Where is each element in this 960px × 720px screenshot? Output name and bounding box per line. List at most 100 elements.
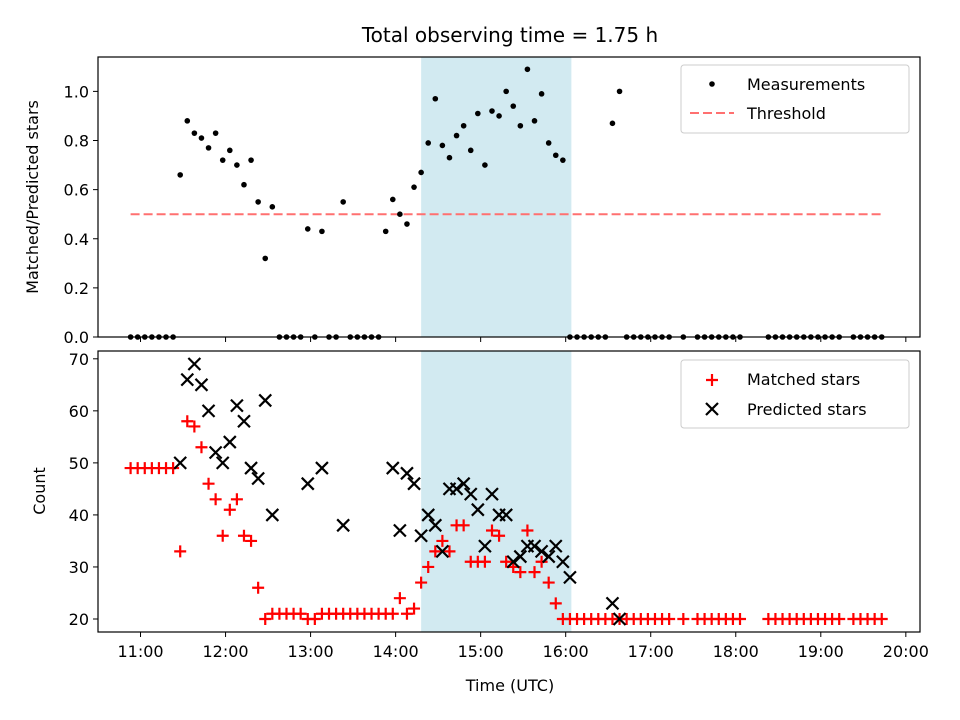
x-tick-label: 17:00 (628, 642, 674, 661)
predicted-star-point (180, 372, 195, 387)
legend-predicted-marker (705, 402, 719, 416)
measurement-point (212, 130, 219, 136)
measurement-point (467, 147, 474, 154)
predicted-star-point (265, 508, 280, 522)
matched-star-point (429, 545, 442, 558)
measurement-point (439, 142, 446, 149)
measurement-point (510, 103, 517, 109)
figure-title: Total observing time = 1.75 h (361, 23, 658, 47)
measurement-point (453, 132, 460, 139)
predicted-star-point (336, 518, 350, 533)
bottom-y-axis-label: Count (30, 467, 49, 515)
matched-star-point (216, 529, 229, 542)
predicted-star-point (258, 393, 273, 408)
x-tick-label: 19:00 (798, 642, 844, 661)
x-tick-label: 14:00 (373, 642, 419, 661)
matched-star-point (514, 566, 527, 579)
x-tick-label: 12:00 (202, 642, 248, 661)
measurement-point (503, 88, 509, 95)
measurement-point (538, 91, 545, 97)
matched-star-point (415, 576, 428, 589)
matched-star-point (386, 607, 399, 620)
x-axis-label: Time (UTC) (465, 676, 554, 695)
measurement-point (552, 152, 559, 159)
predicted-star-point (194, 378, 209, 392)
predicted-star-point (244, 461, 258, 475)
matched-star-point (833, 612, 846, 625)
matched-star-point (422, 560, 435, 573)
matched-star-point (549, 597, 562, 610)
matched-star-point (408, 602, 421, 615)
predicted-star-point (556, 554, 570, 569)
bottom-legend-box (680, 359, 910, 429)
measurement-point (304, 226, 311, 232)
measurement-point (198, 135, 205, 141)
predicted-star-point (478, 539, 492, 553)
measurement-point (319, 228, 325, 235)
predicted-star-point (534, 544, 549, 559)
x-tick-label: 18:00 (713, 642, 759, 661)
matched-star-point (195, 441, 208, 454)
y-tick-label: 1.0 (64, 82, 89, 101)
bottom-legend: Matched stars Predicted stars (680, 359, 910, 429)
measurement-point (269, 204, 276, 210)
matched-star-point (663, 612, 676, 625)
measurement-point (184, 118, 191, 124)
matched-star-point (174, 545, 187, 558)
predicted-star-point (215, 456, 230, 470)
measurement-point (609, 120, 616, 127)
predicted-star-point (456, 476, 471, 491)
measurement-point (418, 169, 424, 176)
bottom-highlight-span (421, 351, 572, 632)
bottom-panel: 11:00 12:00 13:00 14:00 15:00 16:00 17:00 18:00… (30, 350, 929, 695)
measurement-point (446, 154, 453, 161)
predicted-star-point (400, 466, 414, 481)
predicted-star-point (499, 508, 513, 522)
predicted-star-point (563, 570, 577, 585)
top-highlight-span (421, 57, 572, 337)
predicted-star-point (605, 596, 620, 611)
predicted-star-point (527, 539, 542, 553)
matched-star-point (167, 462, 180, 475)
matched-star-point (252, 581, 265, 594)
measurement-point (524, 66, 531, 73)
matched-star-point (237, 529, 250, 542)
matched-star-point (443, 545, 456, 558)
bottom-marks (124, 357, 888, 626)
matched-star-point (436, 534, 449, 547)
top-y-ticks: 0.0 0.2 0.4 0.6 0.8 1.0 (64, 82, 98, 347)
predicted-star-point (407, 476, 421, 491)
measurement-point (340, 199, 346, 205)
measurement-point (382, 228, 389, 235)
y-tick-label: 40 (69, 506, 89, 525)
matched-star-point (542, 576, 555, 589)
predicted-star-point (187, 357, 202, 371)
matched-star-point (485, 524, 498, 537)
predicted-star-point (541, 549, 556, 564)
measurement-point (191, 130, 198, 136)
predicted-star-point (223, 435, 237, 449)
matched-star-point (245, 534, 258, 547)
predicted-star-point (435, 544, 450, 559)
legend-threshold-label: Threshold (746, 104, 826, 123)
measurement-point (517, 122, 524, 129)
measurement-point (241, 181, 247, 188)
matched-star-point (308, 612, 321, 625)
bottom-axes-frame (97, 350, 921, 633)
matched-star-point (202, 477, 215, 490)
matched-star-point (528, 566, 541, 579)
matched-star-point (400, 607, 413, 620)
predicted-star-point (315, 461, 329, 475)
legend-predicted-label: Predicted stars (747, 400, 867, 419)
predicted-star-point (471, 502, 485, 517)
measurement-point (460, 122, 467, 129)
measurement-point (227, 147, 233, 154)
y-tick-label: 20 (69, 610, 89, 629)
matched-star-point (677, 612, 690, 625)
y-tick-label: 0.6 (64, 181, 89, 200)
matched-star-point (478, 555, 491, 568)
measurement-point (177, 172, 183, 178)
measurement-point (496, 113, 502, 119)
predicted-star-point (201, 404, 216, 418)
measurement-point (616, 88, 623, 95)
